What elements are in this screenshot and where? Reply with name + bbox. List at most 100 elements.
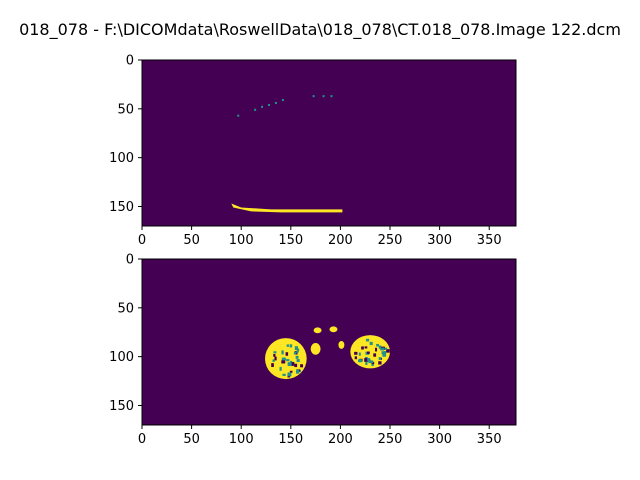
image-background xyxy=(142,60,516,226)
mask-blob xyxy=(310,342,321,355)
y-tick-label: 50 xyxy=(117,301,134,316)
mask-speckle xyxy=(291,362,295,366)
mask-speckle xyxy=(282,373,286,376)
mask-speckle xyxy=(369,341,373,346)
mask-speckle xyxy=(376,343,380,347)
mask-speckle xyxy=(296,359,300,362)
mask-speckle xyxy=(300,364,304,368)
mask-speckle xyxy=(381,351,386,355)
y-tick-label: 100 xyxy=(109,151,134,166)
mask-speckle xyxy=(279,366,282,371)
mask-speckle xyxy=(296,350,299,353)
mask-blob xyxy=(329,326,338,333)
mask-speckle xyxy=(383,351,387,355)
mask-speckle xyxy=(370,360,374,364)
mask-dot xyxy=(312,95,315,98)
mask-speckle xyxy=(380,347,384,351)
mask-dot xyxy=(254,108,257,111)
x-tick-label: 200 xyxy=(328,233,353,248)
mask-speckle xyxy=(371,362,374,367)
mask-speckle xyxy=(294,346,298,351)
mask-speckle xyxy=(271,363,274,368)
x-tick-label: 250 xyxy=(378,432,403,447)
x-tick-label: 0 xyxy=(138,432,146,447)
y-tick-label: 50 xyxy=(117,102,134,117)
x-tick-label: 200 xyxy=(328,432,353,447)
mask-dot xyxy=(274,101,277,104)
x-tick-label: 0 xyxy=(138,233,146,248)
mask-dot xyxy=(330,95,333,98)
y-tick-label: 150 xyxy=(109,200,134,215)
x-tick-label: 50 xyxy=(183,233,200,248)
mask-blob xyxy=(338,341,345,349)
axes-frame xyxy=(141,258,517,426)
mask-speckle xyxy=(382,353,387,357)
mask-speckle xyxy=(358,359,361,363)
mask-dot xyxy=(322,95,325,98)
mask-band xyxy=(231,203,343,213)
mask-speckle xyxy=(367,358,371,362)
mask-dot xyxy=(261,105,264,108)
mask-speckle xyxy=(364,358,369,362)
mask-speckle xyxy=(365,361,368,366)
mask-dot xyxy=(237,114,240,117)
x-tick-label: 350 xyxy=(477,432,502,447)
mask-speckle xyxy=(281,358,285,362)
mask-speckle xyxy=(274,356,277,361)
mask-speckle xyxy=(281,360,286,364)
mask-speckle xyxy=(354,356,358,360)
mask-speckle xyxy=(289,370,293,373)
image-background xyxy=(142,259,516,425)
y-tick-label: 0 xyxy=(126,253,134,268)
mask-speckle xyxy=(294,363,298,368)
mask-speckle xyxy=(384,347,388,350)
x-tick-label: 150 xyxy=(278,233,303,248)
mask-speckle xyxy=(361,346,364,350)
mask-speckle xyxy=(368,359,371,364)
mask-speckle xyxy=(293,351,297,355)
x-tick-label: 350 xyxy=(477,233,502,248)
mask-speckle xyxy=(297,348,300,352)
mask-speckle xyxy=(386,349,390,353)
mask-speckle xyxy=(367,351,370,354)
mask-speckle xyxy=(295,369,300,374)
x-tick-label: 250 xyxy=(378,233,403,248)
mask-speckle xyxy=(273,354,276,357)
mask-speckle xyxy=(373,353,377,357)
y-tick-label: 150 xyxy=(109,399,134,414)
mask-speckle xyxy=(285,352,289,356)
mask-speckle xyxy=(358,352,361,356)
x-tick-label: 100 xyxy=(229,432,254,447)
mask-content xyxy=(231,95,343,213)
mask-blob xyxy=(313,327,322,334)
x-tick-label: 300 xyxy=(427,233,452,248)
mask-speckle xyxy=(287,362,292,367)
mask-speckle xyxy=(365,338,370,342)
mask-speckle xyxy=(272,359,275,362)
y-tick-label: 0 xyxy=(126,54,134,69)
mask-speckle xyxy=(378,345,382,349)
mask-speckle xyxy=(364,346,368,349)
mask-speckle xyxy=(378,357,382,360)
mask-speckle xyxy=(289,344,293,348)
mask-speckle xyxy=(289,360,293,364)
x-tick-label: 300 xyxy=(427,432,452,447)
x-tick-label: 100 xyxy=(229,233,254,248)
x-tick-label: 150 xyxy=(278,432,303,447)
mask-speckle xyxy=(354,351,358,355)
mask-speckle xyxy=(295,355,299,359)
mask-speckle xyxy=(358,359,363,363)
mask-speckle xyxy=(378,361,382,365)
figure-title: 018_078 - F:\DICOMdata\RoswellData\018_0… xyxy=(19,20,621,40)
mask-speckle xyxy=(286,344,289,347)
mask-dot xyxy=(267,103,270,106)
bottom-axes: 0 50 100 150 200 250 300 350 0 50 100 150 xyxy=(109,253,517,447)
mask-speckle xyxy=(286,359,290,362)
axes-frame xyxy=(141,59,517,227)
mask-content xyxy=(265,326,391,380)
mask-dot xyxy=(281,99,284,102)
mask-speckle xyxy=(281,357,285,360)
y-tick-label: 100 xyxy=(109,350,134,365)
x-tick-label: 50 xyxy=(183,432,200,447)
